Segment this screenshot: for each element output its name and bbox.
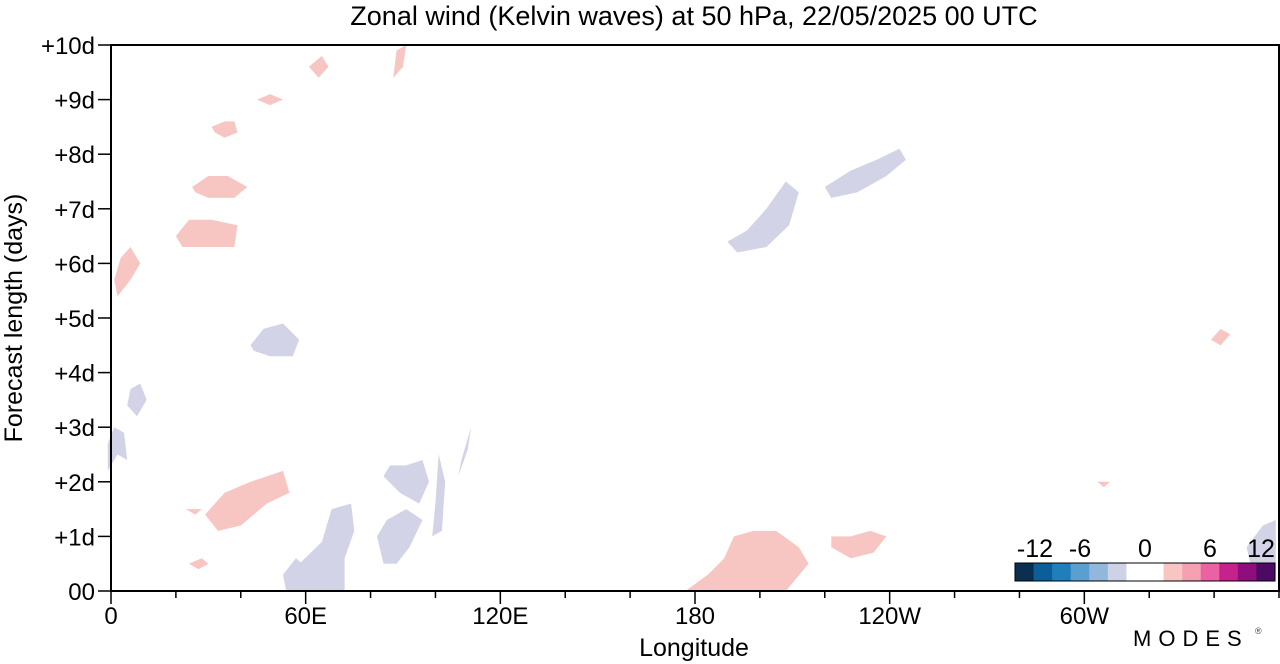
easterly-anomaly-region-2 [250,323,300,357]
colorbar-swatch [1145,563,1165,581]
colorbar-swatch [1052,563,1072,581]
colorbar-swatch [1015,563,1035,581]
svg-text:®: ® [1255,626,1262,636]
colorbar-label: -12 [1017,535,1053,563]
colorbar-label: 6 [1203,535,1217,563]
westerly-anomaly-region-18 [393,45,407,78]
x-tick-label: 120E [472,603,528,630]
x-axis-label: Longitude [639,634,749,662]
easterly-anomaly-region-5 [377,509,423,564]
easterly-anomaly-region-8 [458,427,472,477]
y-tick-label: +7d [54,197,95,224]
svg-text:MODES: MODES [1133,626,1249,651]
x-tick-label: 0 [104,603,117,630]
colorbar: -12 -6 0 6 12 [1014,535,1276,582]
colorbar-swatch [1256,563,1276,581]
x-axis: 0 60E 120E 180 120W 60W [104,591,1280,630]
plot-frame [110,44,1280,592]
westerly-anomaly-region-25 [1097,481,1111,488]
y-tick-label: +4d [54,361,95,388]
easterly-anomaly-region-4 [289,503,355,591]
chart-title: Zonal wind (Kelvin waves) at 50 hPa, 22/… [350,1,1037,31]
easterly-anomaly-region-1 [127,383,147,417]
easterly-anomaly-region-9 [727,181,799,253]
y-tick-label: +9d [54,88,95,115]
y-axis: 00 +1d +2d +3d +4d +5d +6d +7d +8d +9d +10d [41,33,111,606]
y-tick-label: 00 [68,579,95,606]
y-tick-label: +1d [54,524,95,551]
westerly-anomaly-region-13 [175,219,238,247]
westerly-anomaly-region-24 [1210,328,1231,346]
colorbar-swatch [1033,563,1053,581]
colorbar-label: -6 [1069,535,1091,563]
x-tick-label: 60E [284,603,327,630]
westerly-anomaly-region-15 [211,121,238,138]
y-tick-label: +5d [54,306,95,333]
y-tick-label: +2d [54,470,95,497]
easterly-anomaly-region-7 [432,454,446,537]
westerly-anomaly-region-16 [257,94,283,106]
westerly-anomaly-region-20 [188,558,209,570]
westerly-anomaly-region-22 [685,530,809,591]
westerly-anomaly-region-19 [205,470,290,531]
westerly-anomaly-region-17 [308,55,329,78]
colorbar-swatch [1182,563,1202,581]
wind-anomaly-regions [107,45,1276,591]
y-tick-label: +8d [54,142,95,169]
colorbar-swatch [1126,563,1146,581]
x-tick-label: 60W [1060,603,1110,630]
modes-logo: MODES ® [1133,626,1262,651]
colorbar-label: 0 [1138,535,1152,563]
y-tick-label: +10d [41,33,95,60]
x-tick-label: 180 [675,603,715,630]
colorbar-swatch [1070,563,1090,581]
colorbar-swatch [1107,563,1127,581]
colorbar-swatch [1200,563,1220,581]
easterly-anomaly-region-6 [383,460,429,504]
y-tick-label: +3d [54,415,95,442]
westerly-anomaly-region-14 [192,176,248,198]
colorbar-swatch [1089,563,1109,581]
y-axis-label: Forecast length (days) [0,194,28,443]
westerly-anomaly-region-23 [831,530,887,559]
easterly-anomaly-region-10 [824,148,906,198]
easterly-anomaly-region-0 [107,427,128,471]
westerly-anomaly-region-21 [185,509,202,515]
x-tick-label: 120W [858,603,921,630]
colorbar-swatch [1163,563,1183,581]
y-tick-label: +6d [54,251,95,278]
westerly-anomaly-region-12 [114,247,141,297]
easterly-anomaly-region-11 [1246,520,1276,575]
colorbar-frame [1014,562,1276,582]
colorbar-label: 12 [1247,535,1275,563]
colorbar-swatch [1237,563,1257,581]
colorbar-swatch [1219,563,1239,581]
